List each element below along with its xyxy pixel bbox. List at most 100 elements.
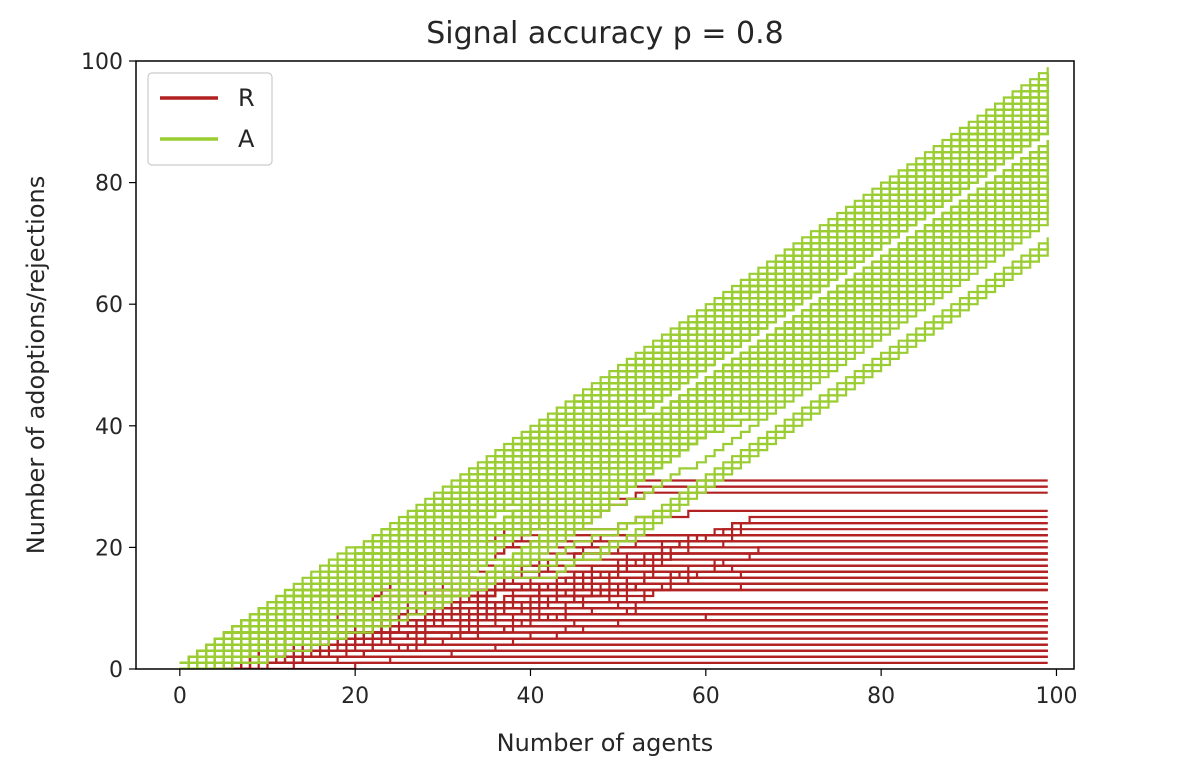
series-a-line: [179, 121, 1049, 664]
x-tick-label: 80: [867, 684, 895, 709]
series-r-line: [179, 601, 1048, 669]
series-a-line: [179, 146, 1049, 664]
series-r-line: [179, 643, 1048, 664]
series-a-line: [179, 115, 1049, 669]
series-a-line: [179, 146, 1049, 664]
legend-box: [147, 72, 273, 166]
y-tick-label: 0: [109, 658, 123, 683]
series-a-line: [179, 121, 1049, 664]
series-a-line: [179, 152, 1049, 669]
series-a-line: [179, 109, 1049, 664]
series-a-line: [179, 73, 1049, 664]
series-r-lines: [179, 479, 1048, 669]
series-r-line: [179, 649, 1048, 669]
series-a-line: [179, 164, 1049, 669]
series-a-line: [179, 73, 1049, 664]
series-a-line: [179, 164, 1049, 669]
series-r-line: [179, 649, 1048, 669]
series-a-line: [179, 164, 1049, 669]
series-a-line: [179, 146, 1049, 664]
x-axis-label: Number of agents: [497, 729, 714, 757]
series-r-line: [179, 570, 1048, 664]
series-r-line: [179, 637, 1048, 669]
series-a-line: [179, 146, 1049, 664]
series-a-line: [179, 146, 1049, 664]
series-r-line: [179, 649, 1048, 669]
series-a-line: [179, 158, 1049, 664]
series-r-line: [179, 564, 1048, 669]
series-r-line: [179, 576, 1048, 669]
x-tick-label: 20: [341, 684, 369, 709]
series-r-line: [179, 649, 1048, 669]
series-a-line: [179, 121, 1049, 664]
plot-area: [179, 67, 1049, 669]
series-a-line: [179, 194, 1049, 664]
x-tick-label: 40: [516, 684, 544, 709]
y-tick-label: 60: [95, 293, 123, 318]
series-r-line: [179, 601, 1048, 669]
x-tick-label: 60: [692, 684, 720, 709]
series-a-line: [179, 73, 1049, 664]
series-r-line: [179, 631, 1048, 664]
series-a-line: [179, 121, 1049, 664]
series-r-line: [179, 570, 1048, 664]
series-a-line: [179, 97, 1049, 664]
chart-title: Signal accuracy p = 0.8: [426, 16, 784, 51]
series-r-line: [179, 601, 1048, 669]
legend-label-a: A: [238, 125, 255, 153]
y-tick-label: 20: [95, 536, 123, 561]
series-a-line: [179, 109, 1049, 664]
series-r-line: [179, 485, 1048, 664]
series-a-line: [179, 158, 1049, 664]
series-a-line: [179, 158, 1049, 664]
series-r-line: [179, 613, 1048, 669]
y-axis-label: Number of adoptions/rejections: [22, 176, 50, 554]
series-a-line: [179, 85, 1049, 669]
series-a-line: [179, 206, 1049, 664]
series-r-line: [179, 479, 1048, 669]
x-tick-label: 100: [1035, 684, 1077, 709]
series-r-line: [179, 649, 1048, 669]
series-a-line: [179, 140, 1049, 669]
series-a-line: [179, 85, 1049, 664]
y-tick-label: 40: [95, 415, 123, 440]
series-r-line: [179, 649, 1048, 669]
series-a-line: [179, 85, 1049, 664]
series-a-line: [179, 194, 1049, 669]
y-axis: 0 20 40 60 80 100: [81, 50, 136, 683]
series-a-line: [179, 67, 1049, 664]
series-a-lines: [179, 67, 1049, 669]
series-a-line: [179, 213, 1049, 669]
series-r-line: [179, 619, 1048, 669]
series-a-line: [179, 237, 1049, 669]
series-a-line: [179, 158, 1049, 669]
y-tick-label: 100: [81, 50, 123, 75]
series-r-line: [179, 613, 1048, 669]
series-r-line: [179, 613, 1048, 669]
series-r-line: [179, 564, 1048, 669]
series-a-line: [179, 115, 1049, 669]
series-a-line: [179, 109, 1049, 664]
x-axis: 0 20 40 60 80 100: [173, 669, 1077, 709]
x-tick-label: 0: [173, 684, 187, 709]
series-a-line: [179, 200, 1049, 669]
series-a-line: [179, 158, 1049, 664]
series-r-line: [179, 601, 1048, 669]
plot-frame: [135, 60, 1075, 670]
series-r-line: [179, 607, 1048, 664]
series-r-line: [179, 576, 1048, 669]
series-a-line: [179, 194, 1049, 664]
series-r-line: [179, 649, 1048, 669]
legend-label-r: R: [238, 84, 255, 112]
legend: R A: [147, 72, 273, 166]
y-tick-label: 80: [95, 172, 123, 197]
series-a-line: [179, 109, 1049, 664]
series-r-line: [179, 655, 1048, 669]
series-a-line: [179, 79, 1049, 664]
series-r-line: [179, 570, 1048, 664]
series-r-line: [179, 637, 1048, 669]
series-a-line: [179, 158, 1049, 664]
series-a-line: [179, 85, 1049, 664]
series-a-line: [179, 152, 1049, 669]
